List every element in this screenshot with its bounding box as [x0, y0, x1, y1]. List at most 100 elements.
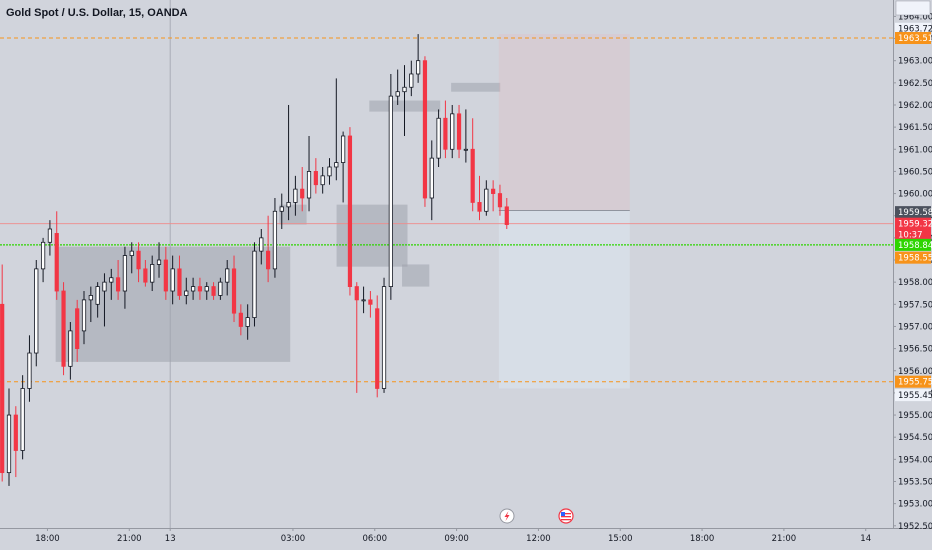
price-tag-bg — [895, 375, 931, 388]
y-tick-label: 1957.000 — [898, 322, 932, 332]
candle — [409, 60, 414, 97]
candle-body — [375, 308, 380, 389]
candle-body — [170, 268, 175, 292]
candle — [286, 104, 291, 221]
price-tag-bg — [895, 206, 931, 219]
candle-body — [252, 250, 257, 318]
candle-body — [143, 268, 148, 283]
candle — [252, 242, 257, 327]
price-tags-layer: 1963.7211963.5121959.5811959.32010:37195… — [895, 22, 932, 402]
candle-body — [422, 60, 428, 199]
x-tick-label: 15:00 — [608, 534, 633, 544]
candle-body — [116, 277, 121, 292]
candle — [484, 180, 489, 216]
candle — [361, 286, 366, 314]
candle — [320, 166, 325, 194]
price-tag: 1959.581 — [895, 206, 932, 219]
candle-body — [197, 286, 203, 292]
price-tag-label: 1959.581 — [898, 208, 932, 218]
price-tag-label: 1963.721 — [898, 25, 932, 35]
candle-body — [381, 286, 387, 389]
candle-body — [150, 264, 155, 283]
candle — [136, 242, 141, 283]
time-axis[interactable]: 18:00 21:00 13 03:00 06:00 09:00 12:00 15:00 18:… — [35, 528, 871, 544]
candle-body — [211, 286, 216, 296]
axis-top-box — [895, 0, 931, 16]
candle-body — [327, 166, 332, 177]
price-tag-bg — [895, 251, 931, 264]
candle — [102, 273, 107, 327]
candle-body — [293, 188, 298, 203]
candle-body — [341, 135, 346, 163]
zone-rect — [336, 204, 408, 267]
candle-body — [300, 188, 305, 199]
candle-body — [306, 171, 312, 199]
candle — [306, 135, 312, 212]
candle-body — [20, 388, 25, 451]
candle-body — [497, 193, 503, 208]
x-tick-label: 21:00 — [117, 534, 142, 544]
candle-body — [54, 233, 59, 292]
candle-body — [491, 188, 496, 194]
candle — [463, 109, 468, 163]
candle — [191, 277, 196, 300]
candle-body — [245, 317, 250, 327]
candle-body — [320, 175, 325, 186]
lightning-icon[interactable] — [499, 508, 515, 524]
x-tick-label: 13 — [165, 534, 176, 544]
candle — [300, 166, 305, 212]
x-tick-label: 18:00 — [35, 534, 60, 544]
candle — [184, 277, 189, 305]
candle — [368, 291, 373, 318]
candle — [129, 242, 134, 274]
candle — [388, 73, 393, 300]
x-tick-label: 03:00 — [281, 534, 306, 544]
candle-body — [286, 202, 291, 208]
price-tag: 1955.753 — [895, 375, 932, 388]
candle — [20, 375, 25, 460]
us-flag-icon[interactable] — [558, 508, 574, 524]
candle — [197, 277, 203, 300]
candle — [375, 295, 380, 398]
candle-body — [456, 113, 462, 150]
candle-body — [95, 286, 100, 305]
y-tick-label: 1955.000 — [898, 411, 932, 421]
candle — [266, 215, 271, 283]
x-tick-label: 06:00 — [363, 534, 388, 544]
candle — [211, 282, 216, 300]
candle — [218, 277, 223, 300]
candle-body — [27, 352, 32, 389]
candle — [395, 69, 400, 105]
candle-body — [429, 157, 434, 199]
price-tag-label: 10:37 — [898, 230, 923, 240]
candle — [259, 229, 264, 265]
y-tick-label: 1961.500 — [898, 123, 932, 133]
candle-body — [75, 308, 80, 350]
horizontal-lines-layer — [0, 37, 893, 383]
candle-body — [334, 162, 339, 168]
price-tag: 1958.553 — [895, 251, 932, 264]
candle-body — [129, 250, 134, 256]
price-tag-label: 1955.450 — [898, 391, 932, 401]
candle — [381, 277, 387, 393]
candle-body — [484, 188, 489, 212]
candle — [272, 198, 278, 278]
y-tick-label: 1962.000 — [898, 101, 932, 111]
price-tag-bg — [895, 228, 931, 241]
candle-body — [395, 91, 400, 97]
price-tag-label: 1959.320 — [898, 220, 932, 230]
candle-body — [436, 117, 441, 159]
candle-body — [259, 237, 264, 252]
y-tick-label: 1964.000 — [898, 12, 932, 22]
candle-body — [61, 290, 66, 367]
y-tick-label: 1960.000 — [898, 190, 932, 200]
candle-body — [156, 259, 162, 265]
candle-body — [416, 60, 421, 75]
short-position-tool[interactable] — [498, 34, 630, 389]
candle — [6, 388, 12, 486]
candle — [27, 335, 32, 402]
price-tag-label: 1955.753 — [898, 378, 932, 388]
candle — [436, 109, 441, 167]
y-tick-label: 1953.500 — [898, 477, 932, 487]
